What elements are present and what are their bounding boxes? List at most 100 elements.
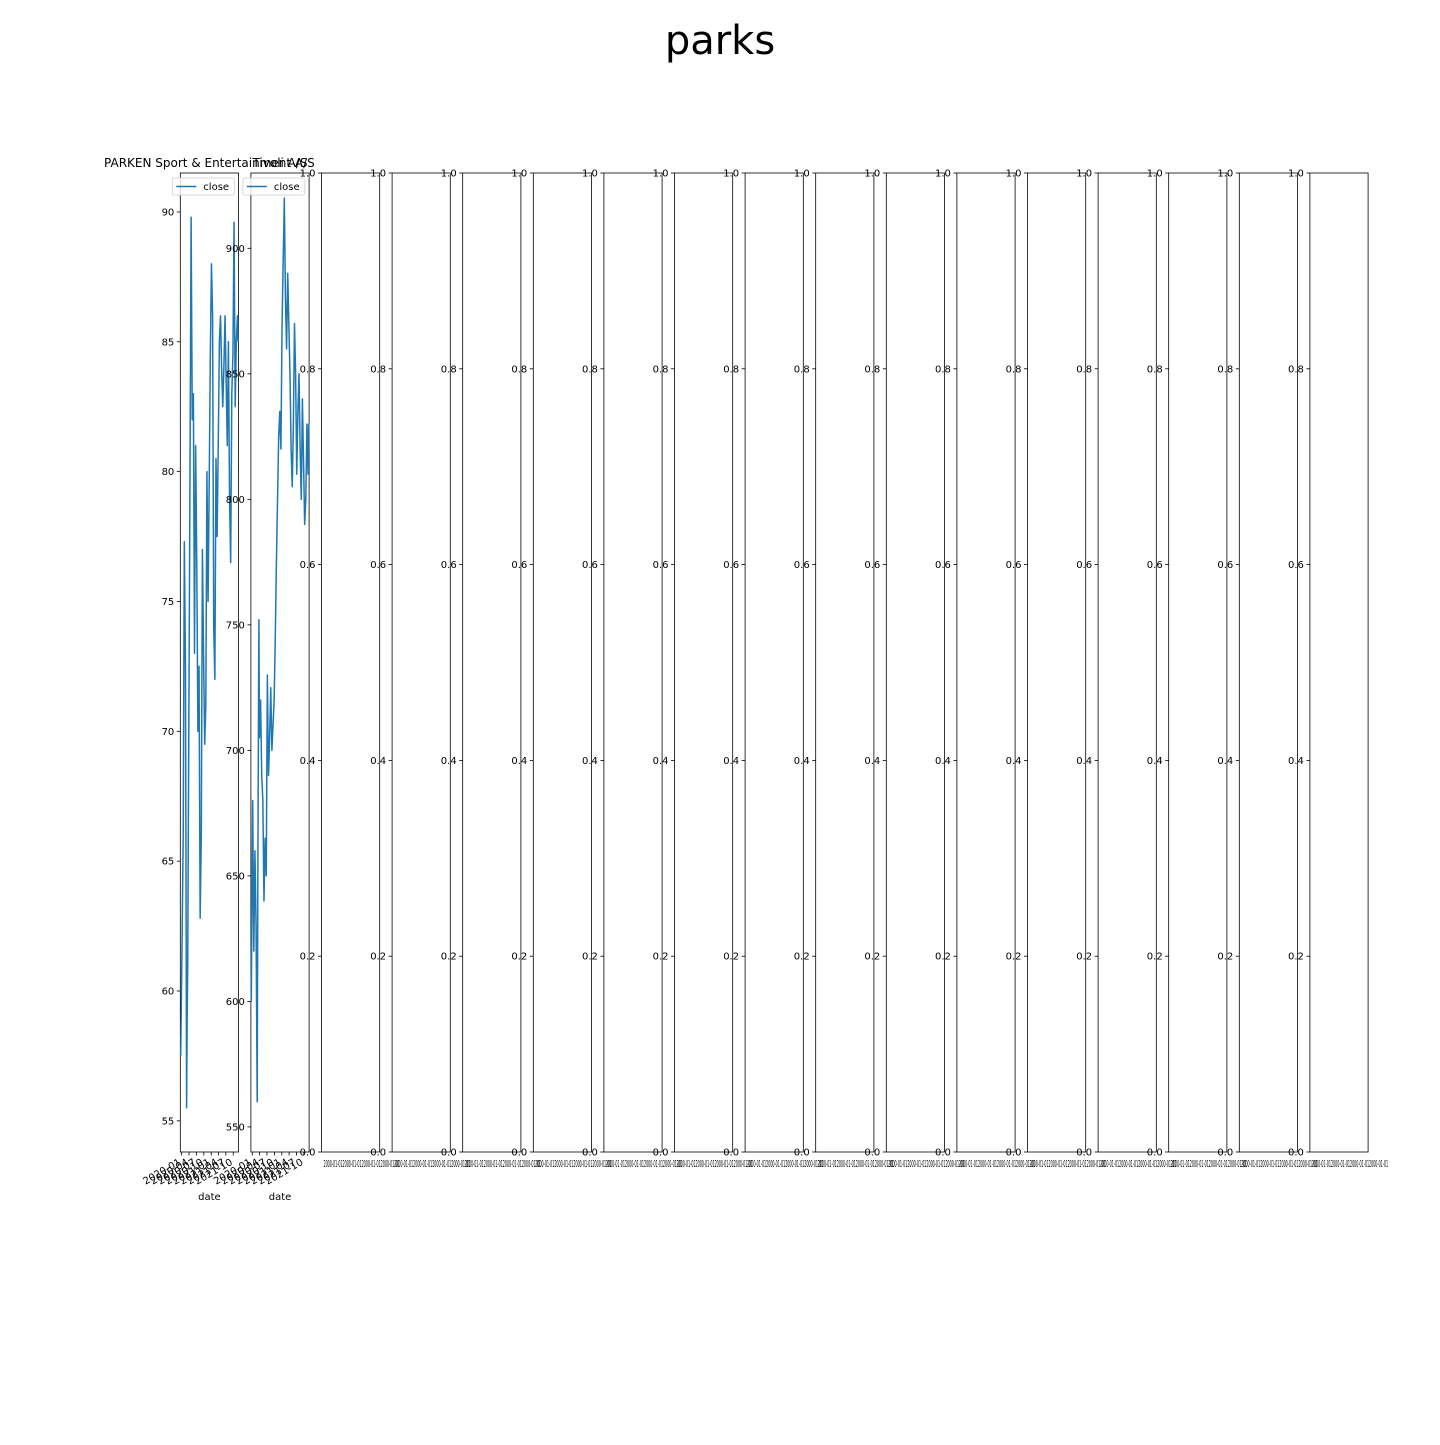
y-tick-label-10-1: 0.2 (864, 952, 880, 963)
y-tick-label-7-1: 0.2 (653, 952, 669, 963)
y-tick-label-11-0: 0.0 (935, 1148, 951, 1159)
y-tick-label-1-5: 800 (226, 495, 245, 506)
y-tick-label-2-4: 0.8 (300, 364, 316, 375)
y-tick-label-1-2: 650 (226, 871, 245, 882)
y-tick-label-16-4: 0.8 (1288, 364, 1304, 375)
y-tick-label-3-5: 1.0 (370, 169, 386, 180)
y-tick-label-15-2: 0.4 (1217, 756, 1233, 767)
y-tick-label-9-1: 0.2 (794, 952, 810, 963)
y-tick-label-12-4: 0.8 (1006, 364, 1022, 375)
y-tick-label-10-2: 0.4 (864, 756, 880, 767)
y-tick-label-16-0: 0.0 (1288, 1148, 1304, 1159)
axes-frame-12 (1027, 172, 1087, 1153)
y-tick-label-8-0: 0.0 (723, 1148, 739, 1159)
y-tick-label-12-1: 0.2 (1006, 952, 1022, 963)
axes-frame-3 (391, 172, 451, 1153)
y-tick-label-8-2: 0.4 (723, 756, 739, 767)
y-tick-label-4-0: 0.0 (441, 1148, 457, 1159)
y-tick-label-2-0: 0.0 (300, 1148, 316, 1159)
axes-frame-10 (885, 172, 945, 1153)
y-tick-label-4-1: 0.2 (441, 952, 457, 963)
y-tick-label-9-5: 1.0 (794, 169, 810, 180)
y-tick-label-13-3: 0.6 (1076, 560, 1092, 571)
y-tick-label-5-4: 0.8 (511, 364, 527, 375)
x-tick-labels-11: 2000-01-012000-01-012000-01-012000-01-01 (959, 1159, 1035, 1170)
y-tick-label-14-2: 0.4 (1147, 756, 1163, 767)
y-tick-label-9-4: 0.8 (794, 364, 810, 375)
x-tick-labels-9: 2000-01-012000-01-012000-01-012000-01-01 (818, 1159, 894, 1170)
y-tick-label-0-2: 65 (162, 857, 175, 868)
y-tick-label-5-5: 1.0 (511, 169, 527, 180)
x-tick-labels-16: 2000-01-012000-01-012000-01-012000-01-01 (1312, 1159, 1388, 1170)
axes-frame-14 (1168, 172, 1228, 1153)
y-tick-label-7-2: 0.4 (653, 756, 669, 767)
y-tick-label-15-3: 0.6 (1217, 560, 1233, 571)
y-tick-label-1-0: 550 (226, 1122, 245, 1133)
y-tick-label-8-1: 0.2 (723, 952, 739, 963)
y-tick-label-0-6: 85 (162, 337, 175, 348)
y-tick-label-13-2: 0.4 (1076, 756, 1092, 767)
x-tick-labels-5: 2000-01-012000-01-012000-01-012000-01-01 (535, 1159, 611, 1170)
axes-frame-8 (744, 172, 804, 1153)
y-tick-label-8-3: 0.6 (723, 560, 739, 571)
axes-frame-13 (1097, 172, 1157, 1153)
axes-frame-6 (603, 172, 663, 1153)
y-tick-label-4-3: 0.6 (441, 560, 457, 571)
axes-frame-16 (1309, 172, 1369, 1153)
y-tick-label-14-5: 1.0 (1147, 169, 1163, 180)
y-tick-label-10-3: 0.6 (864, 560, 880, 571)
series-line-0-0 (179, 216, 239, 1109)
x-tick-labels-6: 2000-01-012000-01-012000-01-012000-01-01 (606, 1159, 682, 1170)
y-tick-label-5-3: 0.6 (511, 560, 527, 571)
y-tick-label-1-1: 600 (226, 997, 245, 1008)
axes-frame-15 (1238, 172, 1298, 1153)
y-tick-label-6-3: 0.6 (582, 560, 598, 571)
y-tick-label-11-1: 0.2 (935, 952, 951, 963)
y-tick-label-14-1: 0.2 (1147, 952, 1163, 963)
y-tick-label-8-4: 0.8 (723, 364, 739, 375)
axes-frame-4 (462, 172, 522, 1153)
y-tick-label-4-4: 0.8 (441, 364, 457, 375)
x-tick-labels-3: 2000-01-012000-01-012000-01-012000-01-01 (394, 1159, 470, 1170)
subplot-title-0: PARKEN Sport & Entertainment A/S (104, 156, 315, 170)
y-tick-label-5-0: 0.0 (511, 1148, 527, 1159)
x-tick-labels-4: 2000-01-012000-01-012000-01-012000-01-01 (465, 1159, 541, 1170)
legend-box-1 (242, 177, 306, 196)
x-tick-labels-2: 2000-01-012000-01-012000-01-012000-01-01 (324, 1159, 400, 1170)
y-tick-label-10-0: 0.0 (864, 1148, 880, 1159)
y-tick-label-3-2: 0.4 (370, 756, 386, 767)
y-tick-label-15-0: 0.0 (1217, 1148, 1233, 1159)
y-tick-label-7-0: 0.0 (653, 1148, 669, 1159)
y-tick-label-16-1: 0.2 (1288, 952, 1304, 963)
y-tick-label-4-2: 0.4 (441, 756, 457, 767)
y-tick-label-6-1: 0.2 (582, 952, 598, 963)
y-tick-label-12-3: 0.6 (1006, 560, 1022, 571)
y-tick-label-15-4: 0.8 (1217, 364, 1233, 375)
y-tick-label-13-0: 0.0 (1076, 1148, 1092, 1159)
y-tick-label-5-2: 0.4 (511, 756, 527, 767)
y-tick-label-9-2: 0.4 (794, 756, 810, 767)
axes-frame-9 (815, 172, 875, 1153)
axes-frame-5 (532, 172, 592, 1153)
y-tick-label-7-4: 0.8 (653, 364, 669, 375)
y-tick-label-10-4: 0.8 (864, 364, 880, 375)
y-tick-label-2-2: 0.4 (300, 756, 316, 767)
y-tick-label-11-3: 0.6 (935, 560, 951, 571)
subplot-title-1: Tivoli A/S (251, 156, 307, 170)
y-tick-label-0-5: 80 (162, 467, 175, 478)
y-tick-label-13-4: 0.8 (1076, 364, 1092, 375)
y-tick-label-15-5: 1.0 (1217, 169, 1233, 180)
y-tick-label-11-2: 0.4 (935, 756, 951, 767)
y-tick-label-13-5: 1.0 (1076, 169, 1092, 180)
x-tick-labels-15: 2000-01-012000-01-012000-01-012000-01-01 (1241, 1159, 1317, 1170)
y-tick-label-3-4: 0.8 (370, 364, 386, 375)
y-tick-label-16-5: 1.0 (1288, 169, 1304, 180)
figure-title: parks (664, 18, 776, 64)
y-tick-label-8-5: 1.0 (723, 169, 739, 180)
y-tick-label-11-4: 0.8 (935, 364, 951, 375)
x-tick-labels-13: 2000-01-012000-01-012000-01-012000-01-01 (1100, 1159, 1176, 1170)
series-line-1-0 (250, 197, 310, 1103)
axes-frame-1 (250, 172, 310, 1153)
y-tick-label-0-4: 75 (162, 597, 175, 608)
